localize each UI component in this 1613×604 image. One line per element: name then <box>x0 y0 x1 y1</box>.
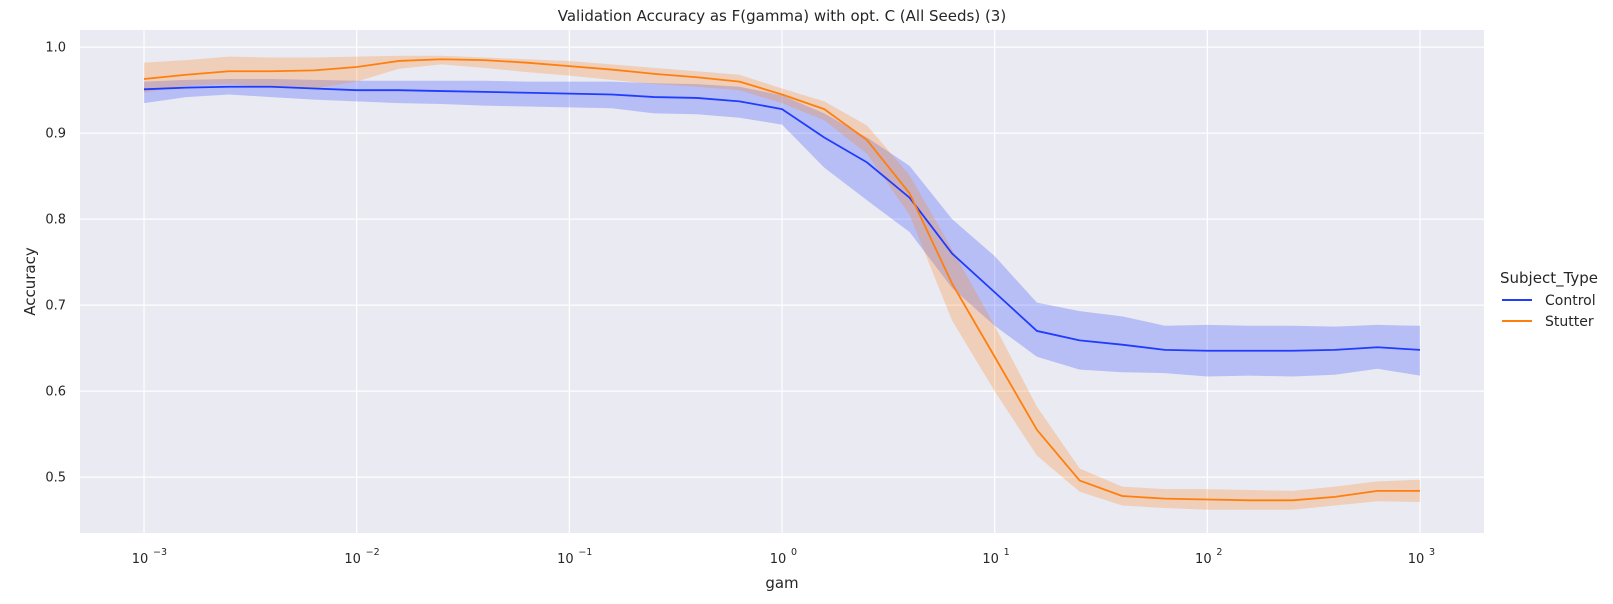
x-tick-label: 10 −3 <box>132 547 167 567</box>
x-tick-label: 10 1 <box>982 547 1009 567</box>
x-tick-labels: 10 −3 10 −2 10 −1 10 0 10 1 10 2 10 3 <box>132 547 1435 567</box>
y-tick-label: 0.5 <box>45 471 66 486</box>
y-tick-label: 0.9 <box>45 127 66 142</box>
svg-text:1: 1 <box>1004 547 1010 558</box>
legend-label: Stutter <box>1545 314 1594 330</box>
y-tick-label: 0.7 <box>45 299 66 314</box>
series-lines <box>143 58 1421 502</box>
svg-text:10: 10 <box>1195 552 1212 567</box>
x-tick-label: 10 −1 <box>557 547 592 567</box>
svg-text:10: 10 <box>770 552 787 567</box>
stutter-series-line <box>143 58 1420 502</box>
x-axis-label: gam <box>765 574 798 592</box>
legend-label: Control <box>1545 293 1596 309</box>
x-tick-label: 10 3 <box>1408 547 1435 567</box>
legend: Subject_Type Control Stutter <box>1500 269 1598 330</box>
y-tick-label: 0.6 <box>45 385 66 400</box>
svg-text:−3: −3 <box>153 547 167 558</box>
y-tick-labels: 0.5 0.6 0.7 0.8 0.9 1.0 <box>45 41 66 486</box>
legend-item-stutter: Stutter <box>1502 314 1594 330</box>
svg-text:2: 2 <box>1216 547 1222 558</box>
chart-title: Validation Accuracy as F(gamma) with opt… <box>558 7 1006 25</box>
svg-text:10: 10 <box>557 552 574 567</box>
svg-text:0: 0 <box>791 547 797 558</box>
y-axis-label: Accuracy <box>21 247 39 316</box>
svg-text:10: 10 <box>132 552 149 567</box>
legend-items: Control Stutter <box>1502 293 1596 330</box>
y-tick-label: 1.0 <box>45 41 66 56</box>
x-tick-label: 10 2 <box>1195 547 1222 567</box>
legend-item-control: Control <box>1502 293 1596 309</box>
svg-text:10: 10 <box>1408 552 1425 567</box>
svg-text:−2: −2 <box>366 547 380 558</box>
control-confidence-band <box>144 79 1420 377</box>
gridlines <box>80 30 1484 533</box>
svg-text:10: 10 <box>982 552 999 567</box>
x-tick-label: 10 0 <box>770 547 797 567</box>
svg-text:−1: −1 <box>578 547 592 558</box>
confidence-bands <box>144 55 1420 510</box>
control-series-line <box>143 85 1421 352</box>
svg-text:10: 10 <box>344 552 361 567</box>
svg-text:3: 3 <box>1429 547 1435 558</box>
y-tick-label: 0.8 <box>45 213 66 228</box>
x-tick-label: 10 −2 <box>344 547 379 567</box>
legend-title: Subject_Type <box>1500 269 1598 288</box>
